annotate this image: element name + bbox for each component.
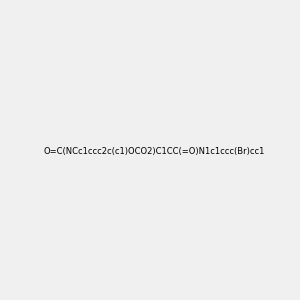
Text: O=C(NCc1ccc2c(c1)OCO2)C1CC(=O)N1c1ccc(Br)cc1: O=C(NCc1ccc2c(c1)OCO2)C1CC(=O)N1c1ccc(Br…	[43, 147, 264, 156]
